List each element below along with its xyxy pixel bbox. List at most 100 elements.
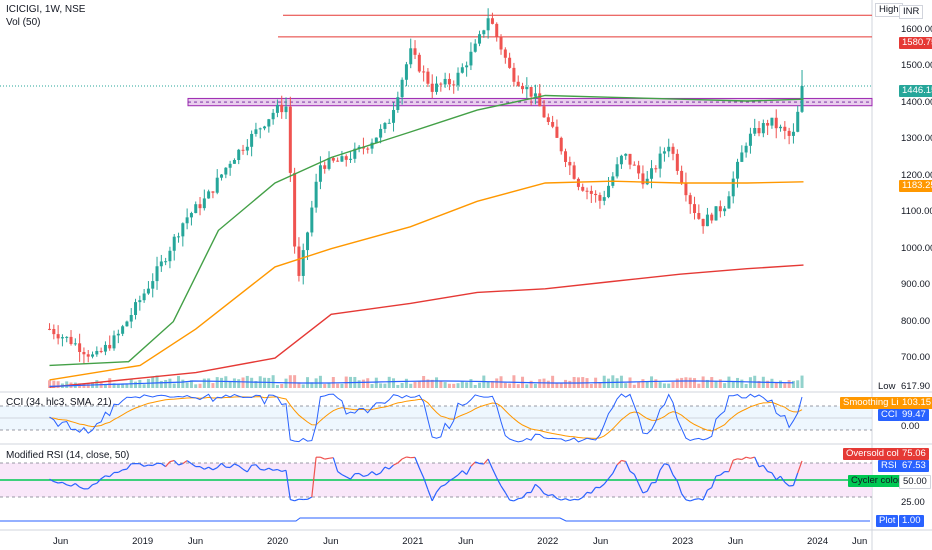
candle-body bbox=[439, 83, 443, 85]
volume-title: Vol (50) bbox=[6, 17, 41, 28]
volume-bar bbox=[791, 380, 795, 388]
rsi-segment bbox=[285, 470, 291, 500]
rsi-title: Modified RSI (14, close, 50) bbox=[6, 450, 130, 461]
candle-body bbox=[607, 185, 611, 198]
candle-body bbox=[688, 195, 692, 205]
rsi-segment bbox=[586, 491, 592, 494]
candle-body bbox=[159, 261, 163, 267]
rsi-segment bbox=[719, 471, 725, 476]
rsi-segment bbox=[79, 486, 85, 490]
cci-title: CCI (34, hlc3, SMA, 21) bbox=[6, 397, 112, 408]
candle-body bbox=[516, 81, 520, 86]
rsi-segment bbox=[165, 461, 171, 467]
candle-body bbox=[263, 126, 267, 129]
time-tick-label: 2019 bbox=[132, 536, 154, 547]
volume-bar bbox=[723, 383, 727, 388]
rsi-segment bbox=[797, 460, 803, 474]
candle-body bbox=[400, 79, 404, 98]
candle-body bbox=[654, 168, 658, 170]
rsi-segment bbox=[621, 459, 626, 462]
volume-bar bbox=[546, 380, 550, 388]
time-tick-label: 2024 bbox=[806, 536, 829, 547]
volume-bar bbox=[645, 381, 649, 388]
rsi-segment bbox=[49, 478, 55, 483]
rsi-segment bbox=[728, 459, 734, 472]
low-value: 617.90 bbox=[901, 381, 931, 392]
rsi-segment bbox=[612, 464, 618, 474]
volume-bar bbox=[615, 378, 619, 388]
time-tick-label: Jun bbox=[52, 536, 69, 547]
candle-body bbox=[727, 196, 731, 209]
candle-body bbox=[60, 337, 64, 339]
candle-body bbox=[529, 86, 533, 97]
rsi-segment bbox=[290, 499, 295, 502]
candle-body bbox=[667, 146, 671, 152]
cci-label: CCI bbox=[878, 409, 901, 421]
candle-body bbox=[443, 78, 447, 85]
volume-bar bbox=[736, 377, 740, 388]
volume-bar bbox=[632, 384, 636, 388]
rsi-segment bbox=[535, 483, 541, 489]
time-tick-label: 2020 bbox=[266, 536, 289, 547]
candle-body bbox=[52, 328, 56, 335]
rsi-segment bbox=[599, 483, 605, 489]
volume-bar bbox=[202, 378, 206, 388]
volume-bar bbox=[697, 383, 701, 388]
volume-bar bbox=[624, 383, 628, 388]
rsi-segment bbox=[367, 471, 373, 476]
candle-body bbox=[538, 93, 542, 107]
rsi-segment bbox=[105, 475, 110, 478]
currency-selector[interactable]: INR bbox=[899, 5, 924, 19]
volume-bar bbox=[637, 381, 641, 388]
volume-bar bbox=[370, 384, 374, 388]
candle-body bbox=[215, 177, 219, 193]
candle-body bbox=[585, 190, 589, 192]
volume-bar bbox=[293, 375, 297, 388]
rsi-segment bbox=[690, 498, 695, 502]
rsi-segment bbox=[277, 468, 282, 472]
rsi-segment bbox=[152, 462, 158, 467]
volume-bar bbox=[533, 383, 537, 388]
volume-bar bbox=[112, 383, 116, 388]
rsi-segment bbox=[629, 470, 635, 475]
volume-bar bbox=[456, 383, 460, 388]
rsi-segment bbox=[251, 464, 256, 466]
rsi-segment bbox=[513, 498, 519, 502]
volume-bar bbox=[409, 383, 413, 388]
candle-body bbox=[344, 156, 348, 160]
volume-bar bbox=[340, 383, 344, 388]
candle-body bbox=[671, 146, 675, 154]
rsi-segment bbox=[715, 474, 721, 477]
volume-bar bbox=[430, 379, 434, 388]
rsi-segment bbox=[698, 498, 704, 501]
rsi-segment bbox=[487, 458, 493, 469]
candle-body bbox=[559, 137, 563, 152]
candle-body bbox=[521, 85, 525, 90]
candle-body bbox=[628, 153, 632, 165]
volume-bar bbox=[796, 380, 800, 388]
candle-body bbox=[555, 126, 559, 138]
candle-body bbox=[542, 106, 546, 118]
rsi-segment bbox=[733, 458, 738, 461]
volume-bar bbox=[310, 382, 314, 388]
candle-body bbox=[460, 67, 464, 73]
volume-bar bbox=[718, 379, 722, 388]
rsi-segment bbox=[268, 467, 274, 471]
rsi-segment bbox=[659, 463, 665, 471]
rsi-segment bbox=[358, 473, 364, 477]
price-tick-label: 900.00 bbox=[901, 279, 931, 291]
candle-body bbox=[301, 250, 305, 276]
rsi-segment bbox=[625, 461, 631, 472]
candle-body bbox=[404, 64, 408, 80]
volume-bar bbox=[48, 380, 52, 388]
volume-bar bbox=[297, 382, 301, 388]
candle-body bbox=[675, 153, 679, 171]
candle-body bbox=[791, 131, 795, 136]
rsi-segment bbox=[457, 470, 463, 476]
rsi-segment bbox=[199, 466, 205, 470]
candle-body bbox=[327, 157, 331, 169]
candle-body bbox=[155, 266, 159, 282]
rsi-segment bbox=[294, 498, 300, 502]
